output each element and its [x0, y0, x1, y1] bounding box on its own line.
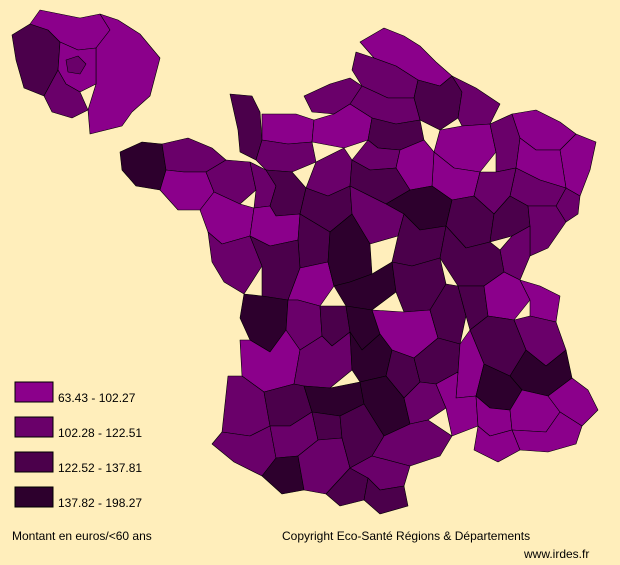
legend-swatch-4: [14, 486, 54, 508]
dept-pyrenees-orientales[interactable]: [363, 477, 409, 515]
dept-var[interactable]: [511, 411, 583, 453]
dept-seine-maritime[interactable]: [303, 77, 363, 115]
website-link[interactable]: www.irdes.fr: [523, 547, 589, 561]
legend-label-2: 102.28 - 122.51: [58, 426, 142, 440]
legend-swatch-2: [14, 416, 54, 438]
legend-swatch-3: [14, 451, 54, 473]
dept-vendee[interactable]: [207, 231, 263, 295]
copyright-text: Copyright Eco-Santé Régions & Départemen…: [282, 529, 530, 543]
legend-swatch-1: [14, 381, 54, 403]
dept-orne[interactable]: [255, 139, 317, 173]
legend: 63.43 - 102.27 102.28 - 122.51 122.52 - …: [14, 381, 142, 510]
legend-label-1: 63.43 - 102.27: [58, 391, 136, 405]
dept-manche[interactable]: [229, 93, 263, 161]
dept-idf-southwest[interactable]: [43, 69, 89, 119]
dept-doubs[interactable]: [527, 205, 567, 257]
dept-idf-paris[interactable]: [65, 55, 87, 75]
dept-calvados[interactable]: [261, 113, 315, 145]
france-mainland: [119, 27, 599, 515]
dept-finistere[interactable]: [119, 141, 167, 191]
legend-label-3: 122.52 - 137.81: [58, 461, 142, 475]
dept-loire-atlantique[interactable]: [199, 191, 255, 245]
dept-bouches-du-rhone[interactable]: [473, 425, 521, 463]
unit-label: Montant en euros/<60 ans: [12, 529, 152, 543]
legend-label-4: 137.82 - 198.27: [58, 496, 142, 510]
idf-inset: [11, 9, 161, 135]
